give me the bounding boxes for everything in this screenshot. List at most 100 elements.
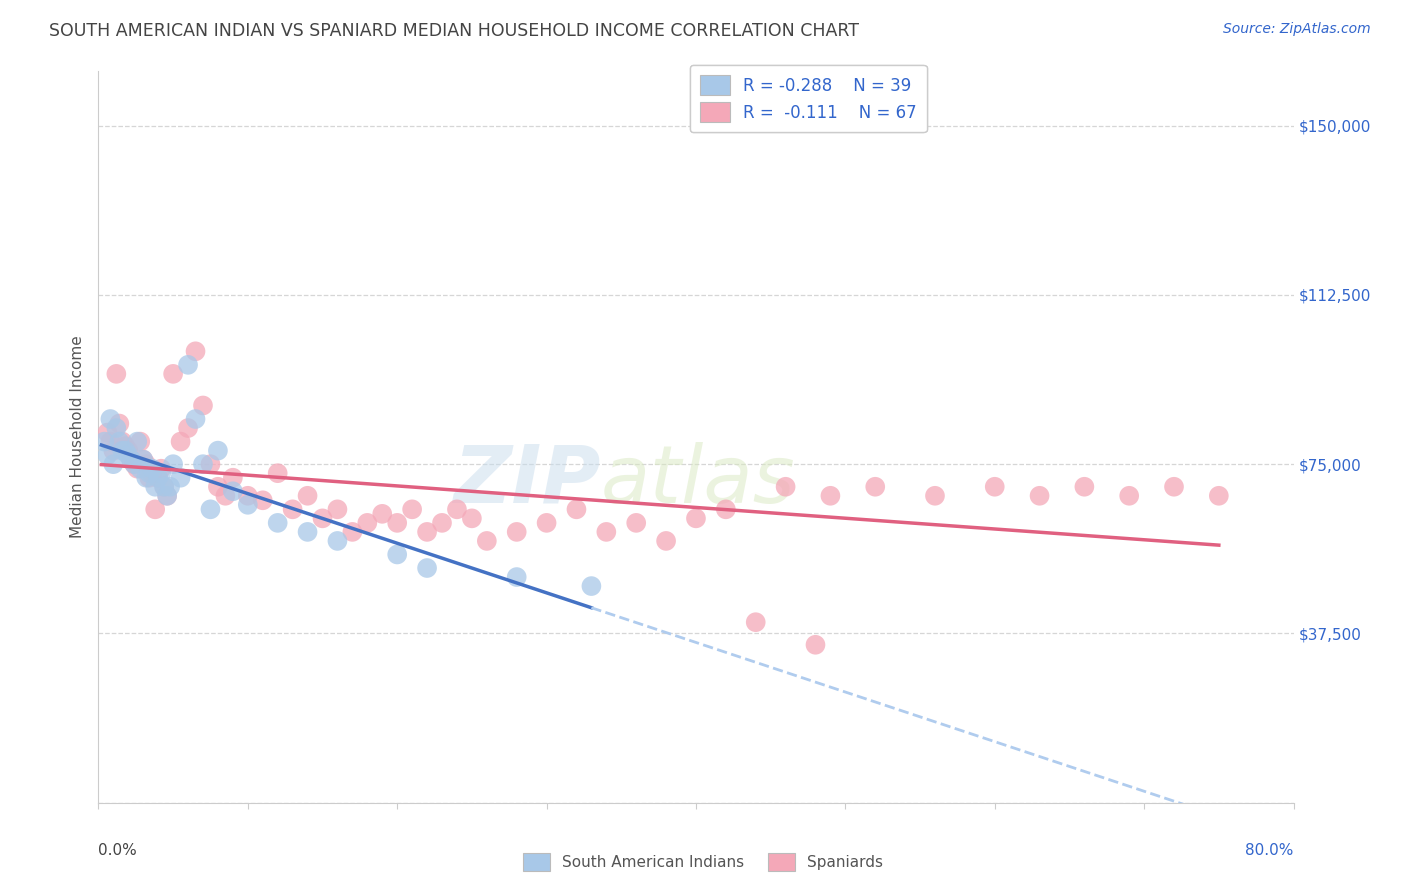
Point [342,524,364,539]
Point [745,615,768,630]
Legend: South American Indians, Spaniards: South American Indians, Spaniards [516,847,890,877]
Point [655,533,678,548]
Point [297,489,319,503]
Point [326,502,349,516]
Point [820,489,842,503]
Point [924,489,946,503]
Point [127,434,149,449]
Point [135,457,157,471]
Point [153,480,176,494]
Point [124,457,146,471]
Point [506,570,529,584]
Point [156,489,179,503]
Point [153,480,176,494]
Point [536,516,558,530]
Point [236,498,259,512]
Point [132,452,155,467]
Point [371,507,394,521]
Point [775,480,797,494]
Point [124,457,146,471]
Point [143,502,166,516]
Point [98,412,122,426]
Point [1163,480,1185,494]
Point [475,533,498,548]
Text: 80.0%: 80.0% [1246,843,1294,858]
Point [267,466,290,480]
Point [446,502,468,516]
Point [135,471,157,485]
Point [138,471,160,485]
Point [207,480,229,494]
Point [184,344,207,359]
Point [169,434,191,449]
Point [1118,489,1140,503]
Point [117,448,139,462]
Point [103,457,125,471]
Point [143,480,166,494]
Point [685,511,707,525]
Point [120,452,142,467]
Point [804,638,827,652]
Point [191,399,214,413]
Point [127,461,149,475]
Point [297,524,319,539]
Point [150,466,173,480]
Point [1028,489,1050,503]
Point [117,443,139,458]
Point [236,489,259,503]
Point [222,484,245,499]
Point [96,448,118,462]
Text: 0.0%: 0.0% [98,843,138,858]
Point [581,579,603,593]
Point [865,480,887,494]
Point [416,561,439,575]
Point [120,452,142,467]
Point [148,471,170,485]
Point [385,516,409,530]
Point [461,511,484,525]
Point [162,367,184,381]
Point [98,434,122,449]
Point [93,434,115,449]
Text: Source: ZipAtlas.com: Source: ZipAtlas.com [1223,22,1371,37]
Point [565,502,588,516]
Point [141,461,163,475]
Point [96,425,118,440]
Point [114,443,136,458]
Point [430,516,453,530]
Point [356,516,378,530]
Point [108,434,131,449]
Point [506,524,529,539]
Point [222,471,245,485]
Point [114,439,136,453]
Text: SOUTH AMERICAN INDIAN VS SPANIARD MEDIAN HOUSEHOLD INCOME CORRELATION CHART: SOUTH AMERICAN INDIAN VS SPANIARD MEDIAN… [49,22,859,40]
Point [159,480,181,494]
Y-axis label: Median Household Income: Median Household Income [70,335,86,539]
Point [200,457,222,471]
Point [105,367,128,381]
Point [416,524,439,539]
Point [111,443,134,458]
Point [281,502,304,516]
Point [1208,489,1230,503]
Point [200,502,222,516]
Point [111,434,134,449]
Legend: R = -0.288    N = 39, R =  -0.111    N = 67: R = -0.288 N = 39, R = -0.111 N = 67 [690,65,927,132]
Point [714,502,737,516]
Point [214,489,236,503]
Point [138,466,160,480]
Text: atlas: atlas [600,442,796,520]
Point [156,489,179,503]
Point [162,457,184,471]
Text: ZIP: ZIP [453,442,600,520]
Point [129,461,152,475]
Point [105,421,128,435]
Point [148,471,170,485]
Point [595,524,617,539]
Point [267,516,290,530]
Point [177,421,200,435]
Point [1073,480,1095,494]
Point [984,480,1007,494]
Point [191,457,214,471]
Point [103,443,125,458]
